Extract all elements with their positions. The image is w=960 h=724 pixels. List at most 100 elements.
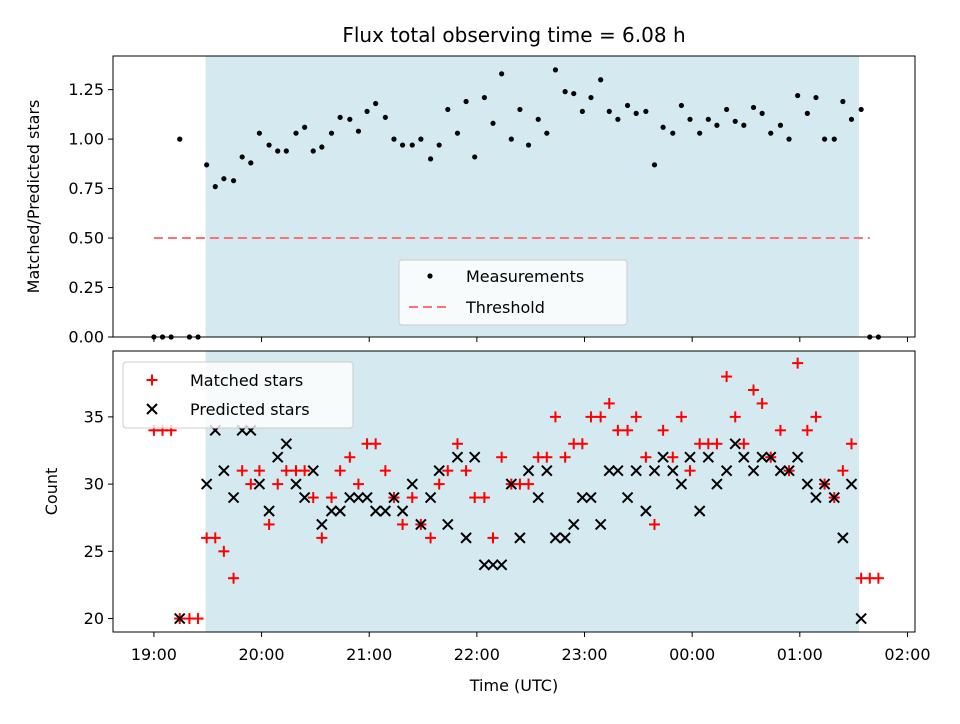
cross-stroke-b bbox=[801, 478, 814, 490]
predicted-star-point bbox=[424, 491, 437, 504]
measurement-point bbox=[588, 94, 594, 101]
matched-star-point bbox=[192, 613, 204, 625]
measurement-point bbox=[347, 116, 353, 122]
x-tick-label: 19:00 bbox=[131, 645, 177, 664]
measurement-point bbox=[481, 94, 487, 101]
cross-stroke-b bbox=[791, 451, 804, 463]
measurement-point bbox=[670, 130, 676, 136]
cross-stroke-b bbox=[559, 532, 571, 544]
measurement-point bbox=[283, 148, 289, 154]
bottom-y-ticks: 20 25 30 35 bbox=[84, 407, 113, 628]
measurement-point bbox=[624, 102, 631, 109]
matched-star-point bbox=[442, 465, 454, 477]
measurement-point bbox=[391, 136, 397, 142]
measurement-point bbox=[544, 130, 550, 136]
measurement-point bbox=[418, 136, 424, 142]
x-tick-label: 22:00 bbox=[454, 645, 500, 664]
predicted-star-point bbox=[406, 478, 418, 490]
measurement-point bbox=[337, 114, 343, 120]
matched-star-point bbox=[738, 438, 750, 450]
measurement-point bbox=[741, 122, 747, 128]
measurement-point bbox=[606, 108, 612, 115]
cross-stroke-b bbox=[406, 478, 418, 490]
predicted-star-point bbox=[263, 505, 275, 517]
measurement-point bbox=[813, 94, 819, 101]
predicted-star-point bbox=[361, 491, 373, 504]
measurement-point bbox=[732, 118, 738, 124]
measurement-point bbox=[508, 136, 514, 142]
matched-star-point bbox=[228, 572, 240, 584]
cross-stroke-b bbox=[218, 464, 230, 477]
matched-star-point bbox=[209, 532, 221, 544]
matched-star-point bbox=[352, 478, 364, 490]
predicted-star-point bbox=[783, 464, 795, 477]
measurement-point bbox=[831, 136, 837, 142]
cross-stroke-b bbox=[810, 491, 822, 504]
measurement-point bbox=[427, 156, 434, 162]
measurement-point bbox=[436, 142, 442, 148]
cross-stroke-b bbox=[693, 505, 706, 517]
predicted-star-point bbox=[541, 464, 553, 477]
matched-star-point bbox=[451, 438, 463, 450]
matched-star-point bbox=[541, 451, 553, 463]
predicted-star-point bbox=[568, 518, 580, 531]
predicted-star-point bbox=[280, 438, 293, 450]
cross-stroke-b bbox=[576, 491, 589, 504]
measurement-point bbox=[221, 176, 227, 182]
predicted-star-point bbox=[549, 532, 562, 544]
top-x-ticks bbox=[153, 337, 908, 342]
measurement-point bbox=[499, 71, 505, 77]
cross-stroke-b bbox=[227, 491, 240, 504]
matched-star-point bbox=[460, 465, 472, 477]
cross-stroke-b bbox=[271, 451, 284, 463]
cross-stroke-b bbox=[585, 491, 597, 504]
legend-label-predicted-stars: Predicted stars bbox=[190, 400, 310, 419]
cross-stroke-b bbox=[765, 451, 777, 463]
measurement-point bbox=[571, 90, 577, 97]
predicted-star-point bbox=[657, 451, 669, 463]
predicted-star-point bbox=[442, 518, 454, 531]
predicted-star-point bbox=[174, 612, 186, 625]
measurement-point bbox=[266, 142, 272, 148]
matched-stars-points bbox=[148, 357, 884, 625]
cross-stroke-b bbox=[594, 518, 607, 531]
cross-stroke-b bbox=[640, 505, 652, 517]
measurement-point bbox=[660, 124, 666, 130]
cross-stroke-b bbox=[307, 464, 319, 477]
measurement-point bbox=[490, 120, 496, 126]
measurement-point bbox=[615, 116, 621, 122]
matched-star-point bbox=[711, 438, 723, 450]
top-y-tick-label: 0.75 bbox=[68, 179, 104, 198]
cross-stroke-b bbox=[532, 491, 544, 504]
predicted-star-point bbox=[747, 464, 760, 477]
predicted-star-point bbox=[855, 612, 867, 625]
cross-stroke-b bbox=[263, 505, 275, 517]
cross-stroke-b bbox=[487, 559, 499, 571]
matched-star-point bbox=[272, 478, 284, 490]
predicted-star-point bbox=[594, 518, 607, 531]
measurement-point bbox=[409, 142, 415, 148]
matched-star-point bbox=[370, 438, 382, 450]
matched-star-point bbox=[379, 465, 391, 477]
matched-star-point bbox=[263, 518, 275, 530]
predicted-star-point bbox=[612, 464, 624, 477]
cross-stroke-b bbox=[774, 464, 787, 477]
cross-stroke-b bbox=[424, 491, 437, 504]
predicted-star-point bbox=[227, 491, 240, 504]
matched-star-point bbox=[837, 465, 849, 477]
matched-star-point bbox=[397, 518, 409, 530]
bottom-y-tick-label: 35 bbox=[84, 407, 104, 426]
cross-stroke-b bbox=[711, 478, 723, 490]
legend-cross-mark bbox=[146, 403, 158, 415]
cross-stroke-b bbox=[667, 464, 679, 477]
predicted-star-point bbox=[640, 505, 652, 517]
measurement-point bbox=[525, 142, 532, 148]
cross-stroke-b bbox=[747, 464, 760, 477]
cross-stroke-b bbox=[783, 464, 795, 477]
measurement-point bbox=[248, 160, 254, 166]
measurement-point bbox=[177, 136, 183, 142]
cross-stroke-b bbox=[325, 505, 338, 517]
predicted-star-point bbox=[271, 451, 284, 463]
cross-stroke-b bbox=[684, 451, 696, 463]
measurement-point bbox=[848, 116, 855, 122]
